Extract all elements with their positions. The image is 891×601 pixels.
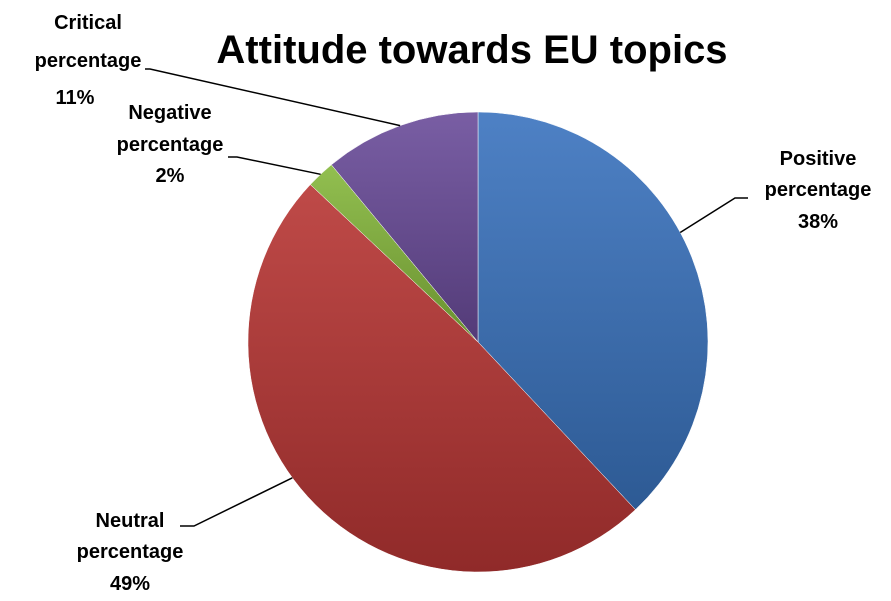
slice-label-name: Neutral (96, 510, 165, 532)
slice-label-name: Positive (780, 148, 857, 170)
slice-label-percent: 2% (156, 165, 185, 187)
slice-label-neutral: Neutral percentage 49% (77, 510, 184, 595)
slice-label-percent: 38% (798, 211, 838, 233)
leader-line-neutral (180, 477, 293, 527)
leader-line-positive (679, 197, 748, 234)
slice-label-name: Negative (128, 102, 211, 124)
leader-lines (145, 68, 748, 527)
chart-title: Attitude towards EU topics (216, 28, 727, 72)
pie-slice-critical (331, 111, 479, 343)
slice-label-positive: Positive percentage 38% (765, 148, 872, 233)
slice-label-percent: 49% (110, 573, 150, 595)
leader-line-negative (228, 156, 321, 176)
slice-label-name: Critical (54, 12, 122, 34)
pie-slices (247, 111, 709, 573)
slice-label-critical: Critical percentage 11% (35, 12, 142, 109)
slice-label-name-2: percentage (35, 50, 142, 72)
slice-label-name-2: percentage (117, 134, 224, 156)
slice-label-percent: 11% (56, 87, 95, 109)
pie-slice-neutral (247, 184, 636, 573)
slice-label-name-2: percentage (765, 179, 872, 201)
slice-label-name-2: percentage (77, 541, 184, 563)
slice-label-negative: Negative percentage 2% (117, 102, 224, 187)
leader-line-critical (145, 68, 401, 127)
pie-slice-positive (477, 111, 709, 511)
